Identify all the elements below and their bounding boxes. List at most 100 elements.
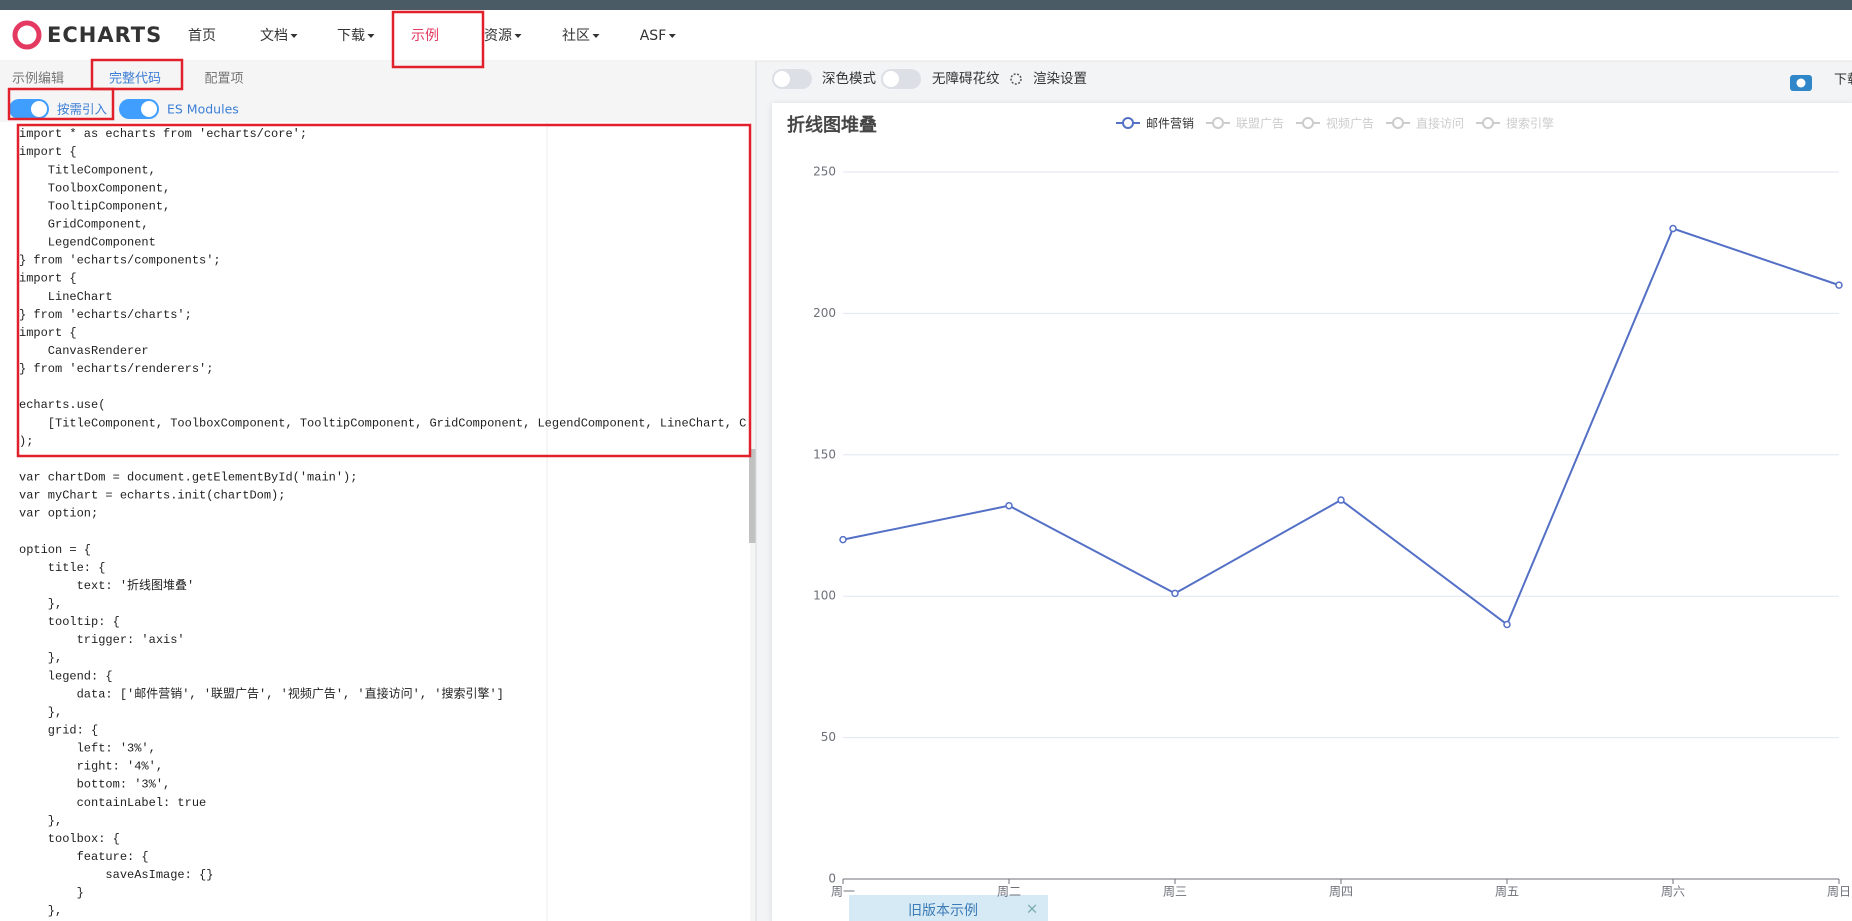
code-line: bottom: '3%', [19,778,170,792]
code-line: right: '4%', [19,760,163,774]
tab[interactable]: 配置项 [204,72,243,87]
toggle-knob [883,71,899,87]
x-tick-label: 周日 [1827,885,1851,899]
code-line: grid: { [19,723,98,737]
dropdown-arrow [367,34,375,38]
toolbar-item[interactable]: 深色模式 [822,70,876,87]
code-line: data: ['邮件营销', '联盟广告', '视频广告', '直接访问', '… [19,685,504,701]
legend-icon [1302,117,1314,129]
code-line: ToolboxComponent, [19,181,170,195]
nav-item[interactable]: 文档 [260,28,288,44]
legend-icon [1122,117,1134,129]
legend-label[interactable]: 联盟广告 [1236,117,1284,131]
x-tick-label: 周五 [1495,885,1519,899]
code-line: import { [19,145,77,159]
highlight-box [16,123,752,458]
y-tick-label: 100 [813,589,836,603]
code-line: }, [19,705,62,719]
logo[interactable]: ECHARTS [47,23,162,47]
code-line: } from 'echarts/components'; [19,254,221,268]
data-point[interactable] [1005,501,1013,510]
code-line: CanvasRenderer [19,344,149,358]
chart-title: 折线图堆叠 [787,114,877,136]
code-line: echarts.use( [19,398,105,412]
legend-label[interactable]: 视频广告 [1326,116,1374,131]
y-tick-label: 250 [813,165,836,179]
code-line: import { [19,326,77,340]
x-tick-label: 周一 [831,885,855,899]
code-line: TooltipComponent, [19,199,170,213]
code-line: var myChart = echarts.init(chartDom); [19,489,285,503]
legend-label[interactable]: 直接访问 [1416,116,1464,131]
toolbar-item[interactable]: 无障碍花纹 [932,71,1000,87]
camera-lens [1796,78,1806,88]
top-strip [0,0,1852,10]
data-point[interactable] [1337,496,1345,504]
code-line: } from 'echarts/charts'; [19,308,192,322]
y-tick-label: 150 [813,447,836,461]
data-point[interactable] [1835,281,1843,289]
highlight-box [90,58,184,91]
code-line: } from 'echarts/renderers'; [19,362,213,376]
code-line: import { [19,272,77,286]
legend-icon [1482,117,1494,129]
toggle-knob [774,71,790,87]
close-icon[interactable]: × [1026,900,1039,918]
data-point[interactable] [1171,589,1179,598]
code-lines: import * as echarts from 'echarts/core';… [19,127,847,918]
legend-icon [1212,117,1224,129]
nav-item[interactable]: 资源 [484,28,512,44]
nav-item[interactable]: 下载 [337,28,365,44]
code-line: var option; [19,507,98,521]
code-line: left: '3%', [19,742,156,756]
code-line: LineChart [19,290,113,304]
dropdown-arrow [514,34,522,38]
footer-tab[interactable] [849,895,1048,921]
code-line: saveAsImage: {} [19,868,213,882]
code-line: toolbox: { [19,832,120,846]
legend-label[interactable]: 邮件营销 [1146,117,1194,131]
code-line: containLabel: true [19,796,206,810]
tab[interactable]: 示例编辑 [12,72,64,87]
code-line: }, [19,904,62,918]
code-line: option = { [19,543,91,557]
data-point[interactable] [1503,620,1511,629]
x-tick-label: 周三 [1163,885,1187,899]
footer-tab-label: 旧版本示例 [908,903,978,919]
y-tick-label: 0 [828,872,836,886]
code-line: trigger: 'axis' [19,633,185,647]
legend-label[interactable]: 搜索引擎 [1506,116,1554,131]
highlight-box [7,87,115,121]
code-line: }, [19,651,62,665]
dropdown-arrow [668,34,676,38]
y-tick-label: 50 [821,730,836,744]
code-line: } [19,886,84,900]
nav-item[interactable]: 首页 [188,28,216,44]
code-line: legend: { [19,669,113,683]
x-tick-label: 周四 [1329,885,1353,899]
highlight-box [391,10,485,69]
nav-item[interactable]: 示例 [411,28,439,44]
x-tick-label: 周二 [997,885,1021,899]
code-line: [TitleComponent, ToolboxComponent, Toolt… [19,416,847,430]
toggle-knob [141,101,157,117]
toggle-knob [31,101,47,117]
code-line: ); [19,434,33,448]
x-tick-label: 周六 [1661,885,1685,899]
nav-item[interactable]: 社区 [562,28,590,44]
dropdown-arrow [592,34,600,38]
dropdown-arrow [290,34,298,38]
toggle-label: 按需引入 [57,102,108,117]
code-line: GridComponent, [19,218,149,232]
gear-icon [1010,73,1022,85]
code-line: var chartDom = document.getElementById('… [19,471,357,485]
code-line: import * as echarts from 'echarts/core'; [19,127,307,141]
toolbar-item[interactable]: 渲染设置 [1033,71,1087,87]
tab[interactable]: 完整代码 [109,72,161,87]
data-point[interactable] [839,535,847,544]
code-line: title: { [19,561,105,575]
scrollbar[interactable] [749,449,756,543]
data-point[interactable] [1669,224,1677,233]
download[interactable]: 下载 [1834,73,1852,88]
nav-item[interactable]: ASF [640,28,667,44]
